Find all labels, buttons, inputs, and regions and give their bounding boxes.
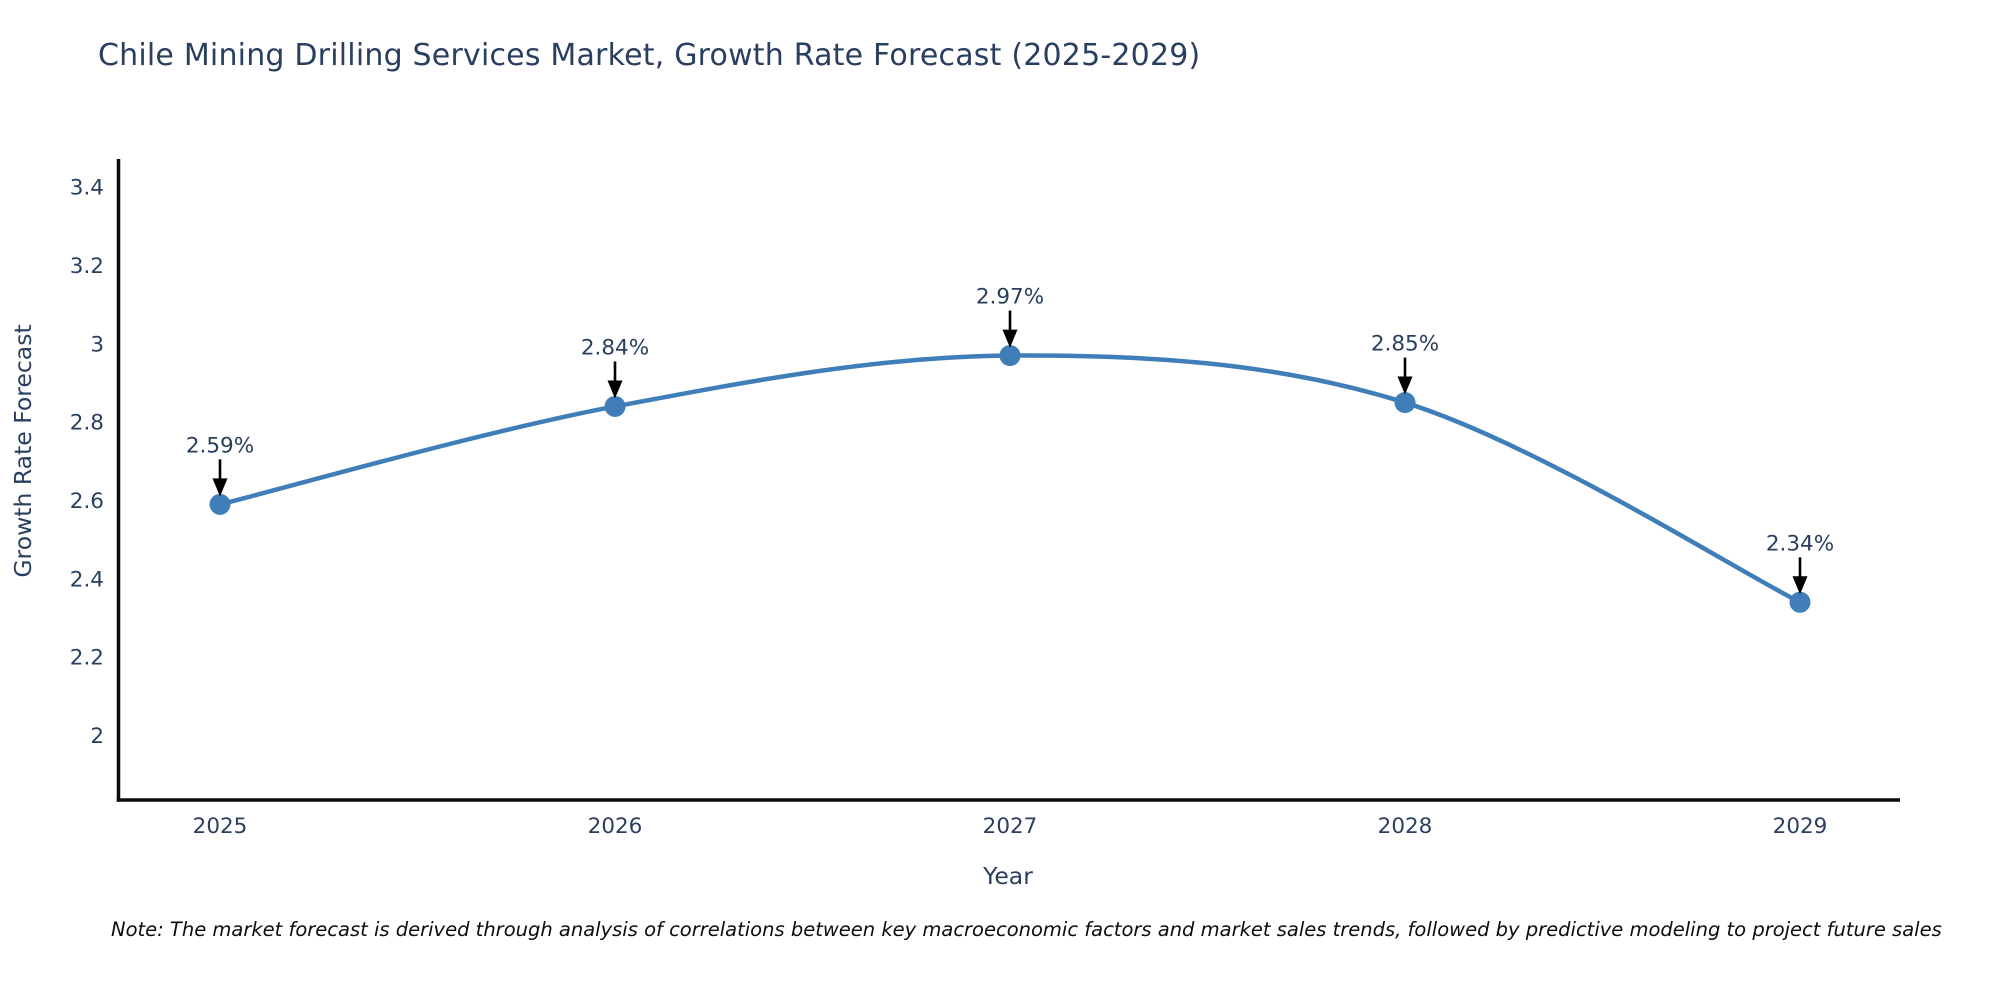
y-tick-label: 3.4 — [70, 176, 104, 201]
data-point-marker — [209, 493, 231, 515]
chart-title: Chile Mining Drilling Services Market, G… — [98, 38, 1201, 73]
data-point-marker — [1789, 591, 1811, 613]
annotation-arrow-head — [212, 478, 228, 497]
annotation-arrow-head — [1397, 376, 1413, 395]
point-value-label: 2.84% — [581, 335, 649, 360]
point-value-label: 2.85% — [1371, 332, 1439, 357]
x-axis-title: Year — [982, 862, 1033, 890]
data-point-marker — [999, 345, 1021, 367]
annotation-arrow-head — [1002, 329, 1018, 348]
series-group — [217, 353, 1803, 605]
x-tick-label: 2028 — [1378, 814, 1433, 839]
point-value-label: 2.97% — [976, 285, 1044, 310]
y-axis-title: Growth Rate Forecast — [9, 324, 37, 577]
y-tick-label: 2.6 — [70, 489, 104, 514]
annotation-arrow-head — [607, 380, 623, 399]
annotation-arrow-head — [1792, 576, 1808, 595]
point-value-label: 2.59% — [186, 433, 254, 458]
methodology-note: Note: The market forecast is derived thr… — [111, 918, 1942, 941]
annotation-group: 2.59% 2.84% 2.97% 2.85% 2.34% — [186, 285, 1834, 595]
x-tick-label: 2029 — [1773, 814, 1828, 839]
y-tick-label: 2.8 — [70, 411, 104, 436]
y-tick-label: 2.2 — [70, 646, 104, 671]
x-tick-label: 2025 — [193, 814, 248, 839]
data-point-marker — [604, 395, 626, 417]
y-axis-tick-labels: 2 2.2 2.4 2.6 2.8 3 3.2 3.4 — [70, 176, 104, 749]
axes — [116, 159, 1900, 802]
x-tick-label: 2027 — [983, 814, 1038, 839]
y-tick-label: 3 — [90, 332, 104, 357]
x-axis-tick-labels: 2025 2026 2027 2028 2029 — [193, 814, 1828, 839]
growth-rate-series-line — [217, 353, 1803, 605]
data-point-marker — [1394, 392, 1416, 414]
y-tick-label: 3.2 — [70, 254, 104, 279]
y-tick-label: 2 — [90, 724, 104, 749]
marker-group — [209, 345, 1811, 613]
y-tick-label: 2.4 — [70, 567, 104, 592]
x-tick-label: 2026 — [588, 814, 643, 839]
point-value-label: 2.34% — [1766, 531, 1834, 556]
